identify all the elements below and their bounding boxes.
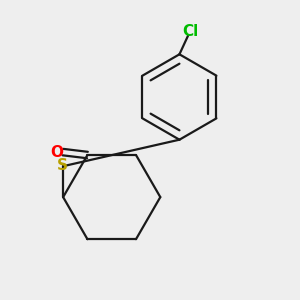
Text: O: O [51, 145, 64, 160]
Text: Cl: Cl [182, 23, 198, 38]
Text: S: S [57, 158, 68, 173]
